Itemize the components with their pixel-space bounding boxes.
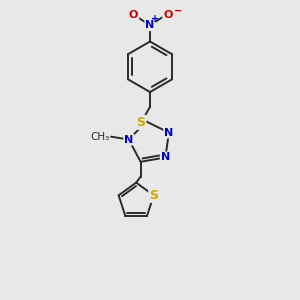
Text: +: + (151, 14, 159, 24)
Text: N: N (146, 20, 154, 30)
Text: N: N (161, 152, 170, 162)
Text: S: S (149, 189, 158, 202)
Text: −: − (174, 6, 182, 16)
Text: O: O (163, 10, 172, 20)
Text: CH₃: CH₃ (90, 132, 110, 142)
Text: S: S (136, 116, 146, 129)
Text: O: O (129, 10, 138, 20)
Text: N: N (124, 135, 134, 145)
Text: N: N (164, 128, 173, 137)
